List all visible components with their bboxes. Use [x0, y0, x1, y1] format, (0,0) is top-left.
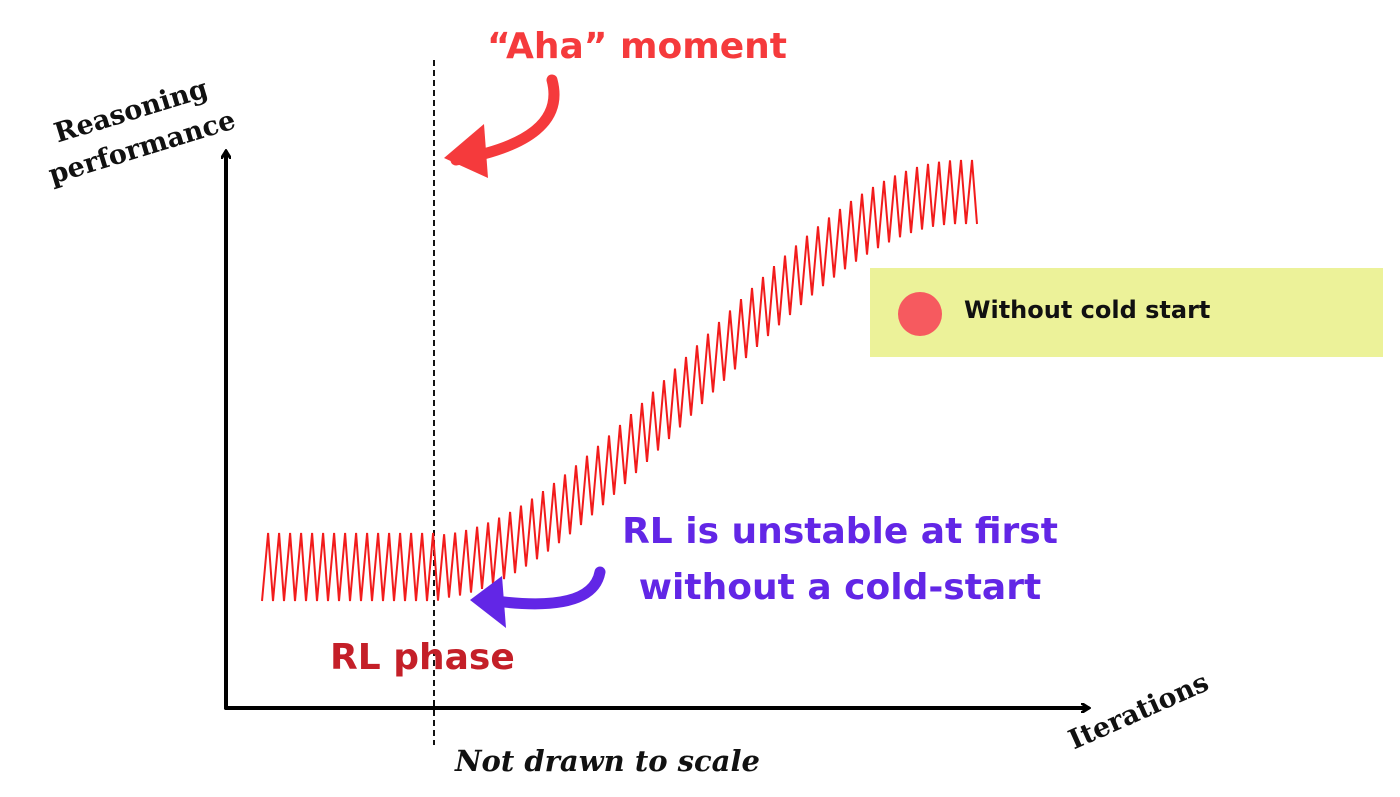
- rl-phase-label: RL phase: [330, 637, 515, 678]
- legend: Without cold start: [870, 268, 1383, 357]
- scale-note: Not drawn to scale: [455, 744, 760, 778]
- note-arrow-icon: [482, 566, 606, 610]
- legend-label: Without cold start: [964, 296, 1211, 324]
- rl-unstable-note-line2: without a cold-start: [638, 567, 1042, 608]
- legend-dot-icon: [898, 292, 942, 336]
- rl-unstable-note: RL is unstable at first without a cold-s…: [575, 504, 1105, 616]
- aha-arrow-head-icon: [444, 124, 488, 178]
- rl-unstable-note-line1: RL is unstable at first: [622, 511, 1058, 552]
- note-arrow-head-icon: [470, 576, 506, 628]
- performance-curve: [261, 159, 978, 602]
- aha-moment-label: “Aha” moment: [487, 26, 788, 67]
